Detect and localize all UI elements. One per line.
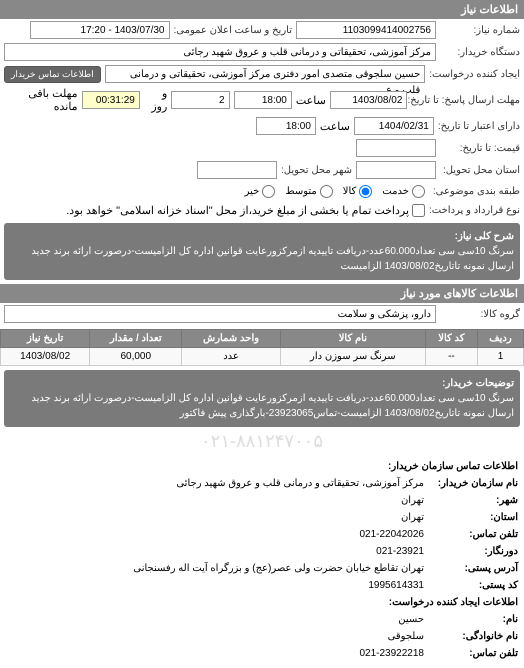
th-name: نام کالا (280, 330, 425, 348)
radio-med[interactable]: متوسط (285, 185, 332, 198)
valid-deadline-label: دارای اعتبار تا تاریخ: (438, 121, 520, 132)
lname-label: نام خانوادگی: (428, 628, 518, 645)
treasury-check[interactable]: پرداخت تمام یا بخشی از مبلغ خرید،از محل … (66, 204, 425, 217)
org-name-label: نام سازمان خریدار: (428, 475, 518, 492)
notes-block: توضیحات خریدار: سرنگ 10سی سی تعداد60.000… (4, 370, 520, 427)
remain-time: 00:31:29 (82, 91, 140, 109)
buyer-org-field: مرکز آموزشی، تحقیقاتی و درمانی قلب و عرو… (4, 43, 436, 61)
ship-city-label: شهر محل تحویل: (281, 165, 352, 176)
hour-label: ساعت (296, 94, 326, 107)
send-deadline-time: 18:00 (234, 91, 292, 109)
creator-label: ایجاد کننده درخواست: (429, 69, 520, 80)
radio-service[interactable]: خدمت (382, 185, 425, 198)
city-label: شهر: (428, 492, 518, 509)
fname: حسین (398, 611, 424, 628)
ship-city-field (197, 161, 277, 179)
section2-header: اطلاعات کالاهای مورد نیاز (0, 284, 524, 303)
cphone: 021-23922218 (359, 645, 424, 662)
lname: سلجوقی (388, 628, 424, 645)
contact-info-button[interactable]: اطلاعات تماس خریدار (4, 66, 101, 83)
creator-field: حسین سلجوقی متصدی امور دفتری مرکز آموزشی… (105, 65, 426, 83)
contract-label: نوع قرارداد و پرداخت: (429, 205, 520, 216)
phone: 021-22042026 (359, 526, 424, 543)
valid-deadline-time: 18:00 (256, 117, 316, 135)
req-no-field: 1103099414002756 (296, 21, 436, 39)
radio-goods[interactable]: کالا (343, 185, 373, 198)
group-label: گروه کالا: (440, 309, 520, 320)
postcode: 1995614331 (368, 577, 424, 594)
cphone-label: تلفن تماس: (428, 645, 518, 662)
org-name: مرکز آموزشی، تحقیقاتی و درمانی قلب و عرو… (176, 475, 424, 492)
hour-label2: ساعت (320, 120, 350, 133)
city: تهران (401, 492, 424, 509)
ship-addr-label: استان محل تحویل: (440, 165, 520, 176)
group-field: دارو، پزشکی و سلامت (4, 305, 436, 323)
send-deadline-date: 1403/08/02 (330, 91, 408, 109)
remain-suffix: مهلت باقی مانده (4, 87, 78, 113)
req-no-label: شماره نیاز: (440, 25, 520, 36)
th-unit: واحد شمارش (182, 330, 281, 348)
items-table: ردیف کد کالا نام کالا واحد شمارش تعداد /… (0, 329, 524, 366)
keywords-block: شرح کلی نیاز: سرنگ 10سی سی تعداد60.000عد… (4, 223, 520, 280)
watermark: ۰۲۱-۸۸۱۲۴۷۰۰۵ (0, 431, 524, 452)
postcode-label: کد پستی: (428, 577, 518, 594)
req-creator-header: اطلاعات ایجاد کننده درخواست: (389, 594, 518, 611)
fname-label: نام: (428, 611, 518, 628)
valid-deadline-date: 1404/02/31 (354, 117, 434, 135)
province-label: استان: (428, 509, 518, 526)
send-deadline-label: مهلت ارسال پاسخ: تا تاریخ: (411, 95, 520, 106)
table-row: 1 -- سرنگ سر سوزن دار عدد 60,000 1403/08… (1, 348, 524, 366)
section1-header: اطلاعات نیاز (0, 0, 524, 19)
days-value: 2 (171, 91, 229, 109)
postal: تهران تقاطع خیابان حضرت ولی عصر(عج) و بز… (133, 560, 424, 577)
pack-label: طبقه بندی موضوعی: (433, 186, 520, 197)
buyer-org-label: دستگاه خریدار: (440, 47, 520, 58)
th-row: ردیف (477, 330, 523, 348)
th-qty: تعداد / مقدار (90, 330, 182, 348)
announce-label: تاریخ و ساعت اعلان عمومی: (174, 25, 293, 36)
fax: 021-23921 (376, 543, 424, 560)
contact-header: اطلاعات تماس سازمان خریدار: (388, 458, 518, 475)
th-code: کد کالا (425, 330, 477, 348)
radio-no[interactable]: خیر (245, 185, 276, 198)
postal-label: آدرس پستی: (428, 560, 518, 577)
ship-addr-field (356, 161, 436, 179)
price-label: قیمت: تا تاریخ: (440, 143, 520, 154)
phone-label: تلفن تماس: (428, 526, 518, 543)
fax-label: دورنگار: (428, 543, 518, 560)
th-date: تاریخ نیاز (1, 330, 90, 348)
price-field (356, 139, 436, 157)
days-label: و روز (144, 87, 167, 113)
category-radios: خدمت کالا متوسط خیر (241, 183, 429, 200)
announce-field: 1403/07/30 - 17:20 (30, 21, 170, 39)
province: تهران (401, 509, 424, 526)
